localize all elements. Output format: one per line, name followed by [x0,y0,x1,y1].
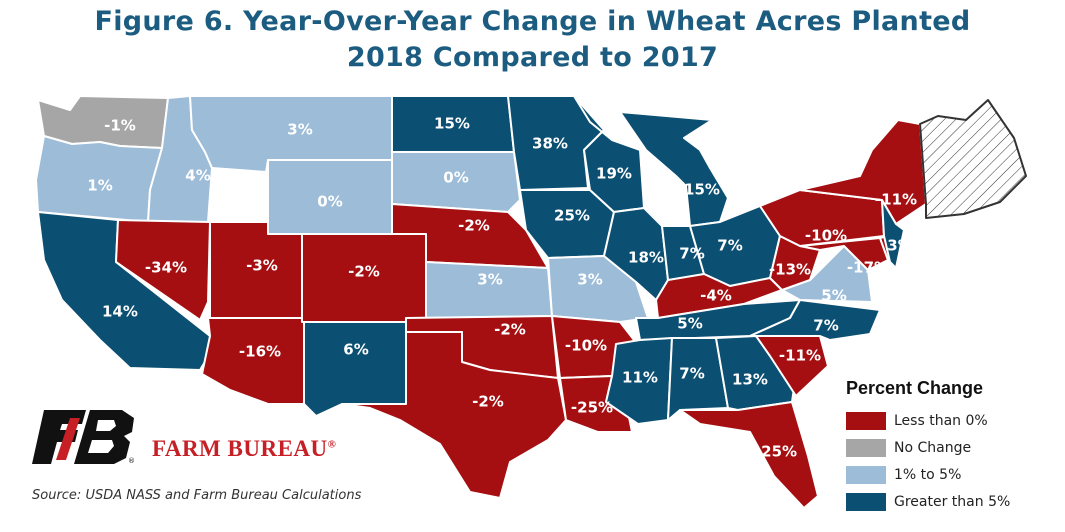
state-label-in: 7% [679,245,704,263]
state-mi [619,111,729,227]
state-label-oh: 7% [717,237,742,255]
state-label-ks: 3% [477,271,502,289]
state-label-mn: 38% [532,135,568,153]
legend-label: Greater than 5% [894,493,1011,510]
state-label-wv: -13% [769,261,811,279]
state-label-ms: 11% [622,369,658,387]
state-nc [749,299,881,341]
state-label-ut: -3% [246,257,278,275]
legend: Percent Change Less than 0% No Change 1%… [846,378,1056,515]
state-label-la: -25% [571,399,613,417]
state-sd [391,151,521,213]
state-label-ar: -10% [565,337,607,355]
logo-registered-mark: ® [128,457,135,465]
state-label-fl: -25% [755,443,797,461]
state-fl [679,401,819,509]
state-label-tn: 5% [677,315,702,333]
farm-bureau-fb-logo-icon: ® [30,408,140,470]
state-label-id: 4% [185,167,210,185]
source-note: Source: USDA NASS and Farm Bureau Calcul… [32,488,362,503]
legend-swatch [846,492,886,511]
state-label-ok: -2% [494,321,526,339]
legend-item-no-change: No Change [846,434,1056,461]
legend-swatch [846,438,886,457]
state-label-va: 5% [821,287,846,305]
legend-title: Percent Change [846,378,984,398]
state-label-tx: -2% [472,393,504,411]
state-label-nj: 3% [887,237,912,255]
state-label-nc: 7% [813,317,838,335]
state-label-nd: 15% [434,115,470,133]
state-label-mi: 15% [684,181,720,199]
legend-swatch [846,465,886,484]
legend-label: Less than 0% [894,412,988,429]
state-label-al: 7% [679,365,704,383]
organization-name: FARM BUREAU® [152,436,337,461]
state-label-ca: 14% [102,303,138,321]
state-label-ia: 25% [554,207,590,225]
state-ms [605,337,673,425]
state-nj [881,199,905,269]
state-label-mo: 3% [577,271,602,289]
state-nv [115,219,211,321]
state-label-co: -2% [348,263,380,281]
state-new-england [919,99,1027,219]
state-label-or: 1% [87,177,112,195]
state-label-il: 18% [628,249,664,267]
state-label-mt: 3% [287,121,312,139]
state-label-ga: 13% [732,371,768,389]
map-title-line1: Figure 6. Year-Over-Year Change in Wheat… [94,6,971,37]
map-title-line2: 2018 Compared to 2017 [346,42,719,73]
state-tx [341,331,567,499]
legend-item-greater-than-5: Greater than 5% [846,488,1056,515]
state-label-nv: -34% [145,259,187,277]
legend-item-1-to-5: 1% to 5% [846,461,1056,488]
state-label-pa: -10% [805,227,847,245]
state-label-sd: 0% [443,169,468,187]
state-label-ny: -11% [875,191,917,209]
registered-mark: ® [327,438,337,451]
state-label-sc: -11% [779,347,821,365]
state-label-wy: 0% [317,193,342,211]
state-nm [303,321,407,417]
legend-item-less-than-0: Less than 0% [846,407,1056,434]
state-label-az: -16% [239,343,281,361]
legend-label: 1% to 5% [894,466,962,483]
state-label-ky: -4% [700,287,732,305]
state-label-md: -17% [847,259,889,277]
state-label-ne: -2% [458,217,490,235]
state-label-wa: -1% [104,117,136,135]
legend-swatch [846,411,886,430]
legend-label: No Change [894,439,972,456]
state-az [201,317,305,405]
state-label-wi: 19% [596,165,632,183]
state-label-nm: 6% [343,341,368,359]
